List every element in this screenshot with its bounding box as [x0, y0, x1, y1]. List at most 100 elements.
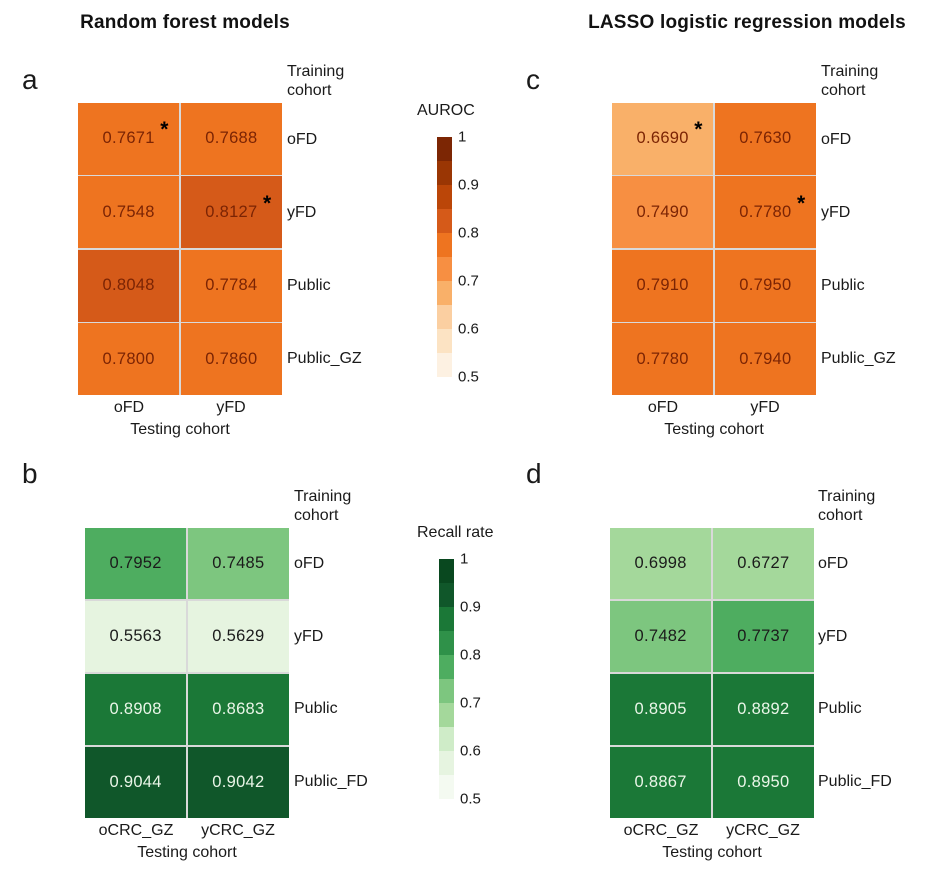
col-labels: oFD yFD: [612, 399, 816, 417]
testing-cohort-label: Testing cohort: [662, 844, 762, 861]
colorbar-tick-label: 0.9: [460, 598, 481, 616]
heatmap-cell: 0.8905: [610, 673, 712, 746]
col-label: yFD: [750, 399, 780, 416]
cell-value: 0.9044: [109, 772, 162, 791]
training-cohort-label: Training cohort: [818, 488, 876, 524]
row-label: oFD: [821, 130, 852, 148]
colorbar-tick-label: 0.7: [460, 694, 481, 712]
cell-value: 0.7548: [102, 202, 155, 221]
significance-star: *: [263, 191, 272, 215]
heatmap-cell: 0.7671 *: [78, 103, 180, 175]
row-labels: oFD yFD Public Public_GZ: [821, 103, 896, 395]
colorbar-tick-label: 0.5: [460, 790, 481, 808]
colorbar-gradient: [439, 559, 454, 799]
colorbar-tick-label: 1: [460, 550, 469, 568]
row-label: Public: [294, 700, 338, 718]
colorbar-tick-label: 0.9: [458, 176, 479, 194]
testing-cohort-label: Testing cohort: [664, 421, 764, 438]
heatmap-cell: 0.7950: [714, 249, 816, 322]
cell-value: 0.7630: [739, 129, 792, 148]
cell-value: 0.7860: [205, 349, 258, 368]
colorbar-segment: [439, 655, 454, 679]
cell-value: 0.5629: [212, 627, 265, 646]
cell-value: 0.7910: [636, 276, 689, 295]
row-label: Public: [821, 276, 865, 294]
heatmap-cell: 0.8892: [712, 673, 814, 746]
colorbar-segment: [437, 137, 452, 161]
cell-value: 0.7780 *: [739, 191, 806, 221]
row-label: oFD: [287, 130, 318, 148]
row-labels: oFD yFD Public Public_FD: [294, 528, 368, 818]
colorbar-title: Recall rate: [417, 524, 494, 541]
cell-value: 0.8905: [634, 699, 687, 718]
cell-value: 0.8892: [737, 699, 790, 718]
testing-cohort-label: Testing cohort: [137, 844, 237, 861]
colorbar-segment: [437, 161, 452, 185]
heatmap-cell: 0.6727: [712, 528, 814, 600]
heatmap-cell: 0.7800: [78, 323, 180, 395]
cell-value: 0.8867: [634, 772, 687, 791]
heatmap-cell: 0.6690 *: [612, 103, 714, 175]
row-label: Public_FD: [818, 772, 892, 790]
heatmap-cell: 0.7737: [712, 600, 814, 673]
panel-letter: a: [22, 64, 38, 95]
heatmap-grid: 0.6998 0.6727 0.7482 0.7737 0.8905 0.8892 0.88…: [610, 528, 814, 818]
colorbar-segment: [439, 583, 454, 607]
training-cohort-label: Training cohort: [287, 63, 345, 99]
cell-value: 0.7800: [102, 349, 155, 368]
colorbar-segment: [439, 727, 454, 751]
cell-value: 0.7737: [737, 627, 790, 646]
row-label: Public_FD: [294, 772, 368, 790]
colorbar-segment: [437, 209, 452, 233]
colorbar-segment: [439, 679, 454, 703]
heatmap-cell: 0.7780 *: [714, 176, 816, 249]
col-label: yCRC_GZ: [726, 822, 800, 839]
heatmap-cell: 0.8683: [187, 673, 289, 746]
heatmap-grid: 0.7671 * 0.7688 0.7548 0.8127 * 0.8048 0.7784 0.…: [78, 103, 282, 395]
colorbar-tick-label: 1: [458, 128, 467, 146]
significance-star: *: [160, 118, 169, 142]
cell-value: 0.9042: [212, 772, 265, 791]
colorbar-segment: [437, 185, 452, 209]
heatmap-cell: 0.8950: [712, 746, 814, 818]
row-labels: oFD yFD Public Public_FD: [818, 528, 892, 818]
heatmap-cell: 0.7490: [612, 176, 714, 249]
figure-title-left: Random forest models: [80, 12, 290, 33]
heatmap-cell: 0.7548: [78, 176, 180, 249]
row-label: Public_GZ: [287, 349, 362, 367]
colorbar-segment: [437, 281, 452, 305]
row-label: oFD: [818, 555, 849, 573]
cell-value: 0.8127 *: [205, 191, 272, 221]
col-label: yFD: [216, 399, 246, 416]
heatmap-grid: 0.6690 * 0.7630 0.7490 0.7780 * 0.7910 0.7950 0.…: [612, 103, 816, 395]
colorbar-segment: [437, 257, 452, 281]
col-label: oFD: [647, 399, 679, 416]
panel-letter: b: [22, 458, 38, 489]
colorbar-segment: [437, 329, 452, 353]
colorbar-tick-label: 0.7: [458, 272, 479, 290]
colorbar-segment: [437, 353, 452, 377]
cell-value: 0.7482: [634, 627, 687, 646]
col-labels: oCRC_GZ yCRC_GZ: [85, 822, 289, 840]
cell-value: 0.8908: [109, 699, 162, 718]
cell-value: 0.7671 *: [102, 118, 169, 148]
colorbar-tick-label: 0.6: [460, 742, 481, 760]
col-label: oCRC_GZ: [623, 822, 699, 839]
heatmap-cell: 0.6998: [610, 528, 712, 600]
heatmap-cell: 0.7485: [187, 528, 289, 600]
colorbar-segment: [439, 703, 454, 727]
colorbar-tick-label: 0.5: [458, 368, 479, 386]
cell-value: 0.6998: [634, 554, 687, 573]
row-label: yFD: [821, 203, 851, 221]
colorbar-segment: [439, 631, 454, 655]
heatmap-cell: 0.7780: [612, 323, 714, 395]
row-label: yFD: [294, 627, 324, 645]
colorbar-segment: [439, 775, 454, 799]
row-label: oFD: [294, 555, 325, 573]
cell-value: 0.8950: [737, 772, 790, 791]
cell-value: 0.7784: [205, 276, 258, 295]
significance-star: *: [797, 191, 806, 215]
heatmap-cell: 0.7860: [180, 323, 282, 395]
cell-value: 0.7780: [636, 349, 689, 368]
heatmap-cell: 0.7630: [714, 103, 816, 175]
